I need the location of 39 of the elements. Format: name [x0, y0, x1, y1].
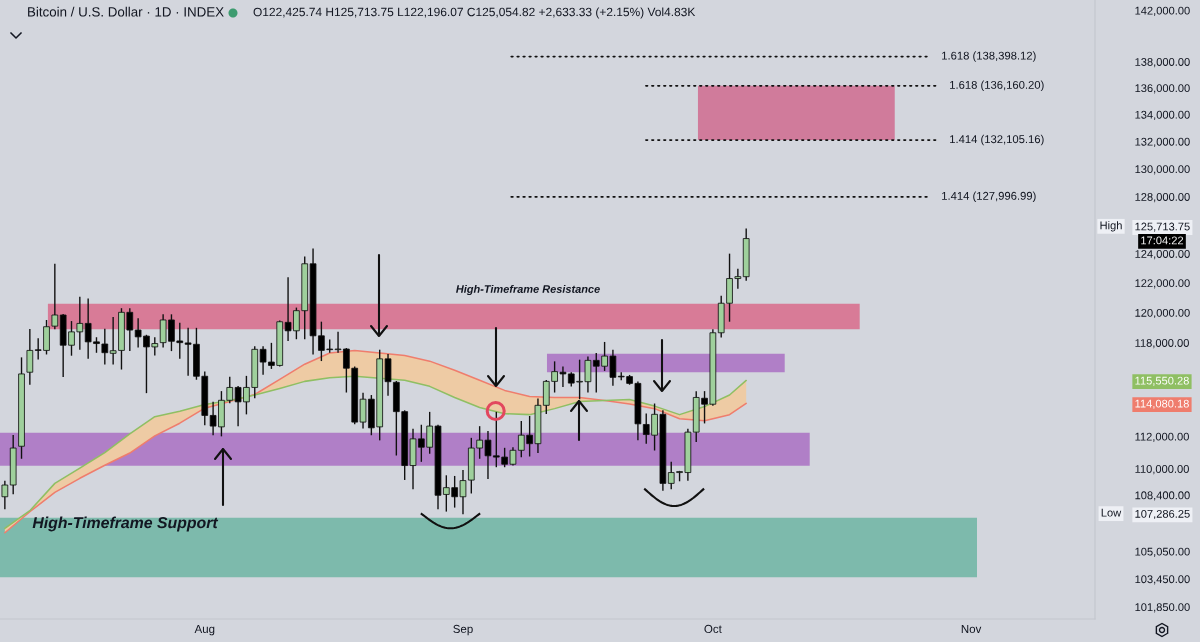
series-label: 1.414 (132,105.16)	[950, 134, 1044, 146]
series-label: 1.618 (138,398.12)	[942, 51, 1036, 62]
y-tick-label: 134,000.00	[1135, 110, 1190, 120]
y-tick-label: 125,713.75	[1135, 222, 1190, 232]
x-tick-label: Oct	[704, 624, 722, 634]
series-label: 1.414 (127,996.99)	[942, 191, 1036, 203]
y-tick-label: 138,000.00	[1135, 58, 1190, 68]
candlestick	[1, 480, 9, 510]
y-tick-label: 122,000.00	[1135, 279, 1190, 289]
text: O122,425.74 H125,713.75 L122,196.07 C125,054.82 +2,633.33 (+2.15%) Vol4.83K	[253, 7, 696, 19]
y-tick-label: 112,000.00	[1135, 432, 1189, 442]
x-tick-label: Aug	[194, 624, 215, 636]
y-tick-label: 128,000.00	[1135, 193, 1190, 203]
y-tick-label: 114,080.18	[1135, 399, 1189, 409]
y-tick-label: 118,000.00	[1135, 339, 1189, 349]
text: Low	[1101, 508, 1122, 517]
y-tick-label: 103,450.00	[1135, 575, 1190, 585]
candlestick	[26, 329, 34, 385]
y-tick-label: 108,400.00	[1135, 491, 1190, 501]
y-tick-label: 132,000.00	[1135, 137, 1190, 147]
annotation: High-Timeframe Support	[32, 516, 219, 532]
x-tick-label: Sep	[453, 624, 473, 636]
y-tick-label: 130,000.00	[1135, 165, 1190, 175]
y-tick-label: 115,550.28	[1135, 376, 1189, 386]
y-tick-label: 124,000.00	[1135, 250, 1190, 260]
y-tick-label: 101,850.00	[1135, 603, 1190, 613]
y-tick-label: 142,000.00	[1135, 6, 1190, 16]
chart-title: Bitcoin / U.S. Dollar · 1D · INDEX	[28, 6, 224, 17]
y-tick-label: 110,000.00	[1135, 465, 1189, 475]
text: 17:04:22	[1141, 236, 1184, 245]
text: High	[1100, 221, 1122, 232]
y-tick-label: 136,000.00	[1135, 84, 1190, 94]
x-tick-label: Nov	[961, 624, 982, 634]
y-tick-label: 120,000.00	[1135, 308, 1190, 319]
line-series	[4, 375, 747, 530]
y-tick-label: 105,050.00	[1135, 547, 1190, 557]
series-label: 1.618 (136,160.20)	[950, 80, 1044, 92]
y-tick-label: 107,286.25	[1135, 509, 1190, 520]
annotation: High-Timeframe Resistance	[456, 284, 600, 296]
